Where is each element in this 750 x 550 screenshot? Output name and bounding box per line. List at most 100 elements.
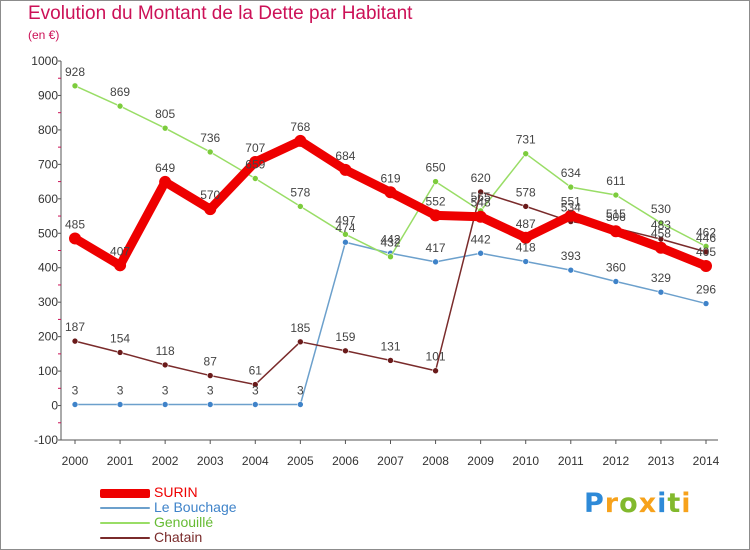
data-point <box>432 258 439 266</box>
x-tick-label: 2000 <box>62 454 89 468</box>
data-point <box>71 82 79 90</box>
y-tick-label: 0 <box>51 399 58 413</box>
data-point <box>702 248 710 256</box>
data-point <box>204 203 217 216</box>
x-tick-label: 2011 <box>558 454 584 468</box>
data-point <box>609 225 622 238</box>
data-label: 131 <box>380 339 400 353</box>
x-tick-label: 2006 <box>332 454 359 468</box>
legend-item: Le Bouchage <box>100 499 237 515</box>
data-point <box>206 401 214 408</box>
data-label: 417 <box>426 241 446 255</box>
data-point <box>657 219 665 227</box>
y-tick-label: 1000 <box>31 54 58 68</box>
logo-letter: i <box>681 488 692 519</box>
data-label: 707 <box>245 141 265 155</box>
data-point <box>114 259 127 272</box>
legend-swatch <box>100 507 150 510</box>
series-le-bouchage <box>71 238 710 408</box>
legend-swatch <box>100 522 150 525</box>
data-label: 474 <box>335 221 355 235</box>
logo-letter: i <box>657 488 668 519</box>
data-point <box>702 300 710 307</box>
data-label: 634 <box>561 166 581 180</box>
data-point <box>251 175 259 182</box>
data-label: 61 <box>249 364 263 378</box>
series-layer <box>69 82 712 408</box>
data-point <box>564 209 577 222</box>
data-label: 570 <box>200 188 220 202</box>
data-label: 869 <box>110 85 130 99</box>
y-tick-label: -100 <box>34 433 58 447</box>
data-label: 548 <box>471 196 491 210</box>
data-label: 185 <box>290 321 310 335</box>
data-label: 393 <box>561 249 581 263</box>
legend-swatch <box>100 537 150 540</box>
data-label: 506 <box>606 210 626 224</box>
y-tick-label: 900 <box>38 88 58 102</box>
data-label: 442 <box>380 232 400 246</box>
data-label: 118 <box>156 344 175 358</box>
x-tick-label: 2003 <box>197 454 224 468</box>
data-point <box>567 266 575 274</box>
data-label: 650 <box>426 161 446 175</box>
x-tick-label: 2014 <box>693 454 720 468</box>
data-point <box>297 203 304 210</box>
data-label: 659 <box>245 157 265 171</box>
data-point <box>161 401 169 408</box>
data-label: 360 <box>606 261 626 275</box>
data-label: 405 <box>696 245 716 259</box>
data-point <box>522 203 530 210</box>
x-tick-label: 2012 <box>603 454 630 468</box>
legend-item: Chatain <box>100 529 202 545</box>
data-label: 3 <box>72 384 79 398</box>
data-label: 534 <box>561 201 581 215</box>
data-point <box>429 209 442 222</box>
data-point <box>700 260 712 273</box>
y-tick-label: 400 <box>38 261 58 275</box>
data-label: 620 <box>471 171 491 185</box>
data-label: 418 <box>516 241 536 255</box>
data-label: 684 <box>335 149 355 163</box>
chart-axes: -100 0 100 200 300 400 500 600 700 800 900 1000 2000… <box>31 54 719 468</box>
y-tick-label: 300 <box>38 295 58 309</box>
data-point <box>474 210 487 223</box>
x-tick-label: 2007 <box>377 454 404 468</box>
legend-swatch <box>100 488 150 498</box>
data-point <box>294 134 307 147</box>
legend-label: Le Bouchage <box>154 499 237 515</box>
y-tick-label: 600 <box>38 192 58 206</box>
data-label: 485 <box>65 217 85 231</box>
data-label: 619 <box>380 171 400 185</box>
y-tick-label: 700 <box>38 157 58 171</box>
data-label: 187 <box>65 320 85 334</box>
data-label: 530 <box>651 202 671 216</box>
data-point <box>297 338 304 346</box>
data-label: 296 <box>696 283 716 297</box>
logo-letter: o <box>619 488 639 519</box>
data-point <box>297 401 304 408</box>
data-point <box>69 232 81 245</box>
data-label: 551 <box>561 195 581 209</box>
data-label: 578 <box>290 185 310 199</box>
logo-letter: x <box>638 488 658 519</box>
data-point <box>567 183 575 191</box>
data-label: 432 <box>380 236 400 250</box>
y-tick-label: 500 <box>38 226 58 240</box>
data-label: 159 <box>335 330 355 344</box>
data-point <box>477 249 484 257</box>
data-label: 805 <box>155 107 175 121</box>
chart-title: Evolution du Montant de la Dette par Hab… <box>28 3 413 24</box>
legend-label: SURIN <box>154 484 198 500</box>
data-point <box>71 401 79 408</box>
data-point <box>342 238 349 246</box>
data-point <box>522 258 530 265</box>
x-tick-label: 2013 <box>648 454 675 468</box>
data-label: 611 <box>606 174 625 188</box>
data-label: 768 <box>290 120 310 134</box>
data-point <box>161 124 169 132</box>
legend-item: Genouillé <box>100 514 213 530</box>
data-point <box>206 372 214 379</box>
data-point <box>432 178 439 185</box>
